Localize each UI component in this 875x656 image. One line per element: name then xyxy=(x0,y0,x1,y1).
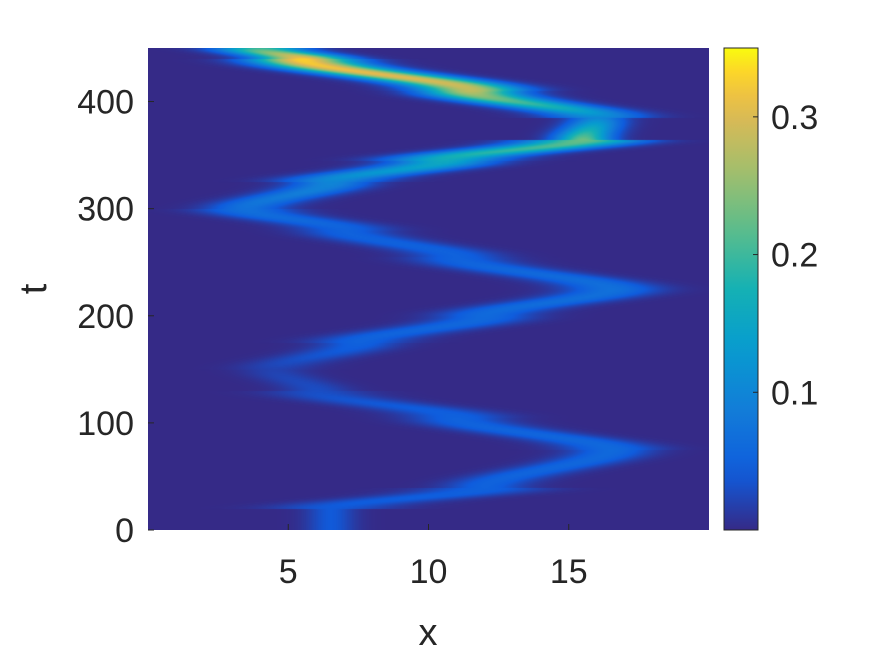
colorbar-tick-label: 0.1 xyxy=(771,374,818,412)
x-tick-label: 10 xyxy=(410,553,448,591)
y-tick-label: 100 xyxy=(77,405,134,443)
y-axis-label: t xyxy=(13,283,55,294)
x-axis-ticks: 5 10 15 xyxy=(279,524,588,591)
colorbar: 0.1 0.2 0.3 xyxy=(723,47,818,531)
plot-area xyxy=(148,48,709,530)
x-tick-label: 5 xyxy=(279,553,298,591)
colorbar-gradient xyxy=(723,47,759,531)
colorbar-tick-label: 0.2 xyxy=(771,237,818,275)
x-axis-label: x xyxy=(419,612,438,654)
y-tick-label: 200 xyxy=(77,298,134,336)
x-tick-label: 15 xyxy=(550,553,588,591)
y-tick-label: 400 xyxy=(77,84,134,122)
colorbar-tick-label: 0.3 xyxy=(771,99,818,137)
y-axis-ticks: 0 100 200 300 400 xyxy=(77,84,154,550)
y-tick-label: 300 xyxy=(77,191,134,229)
y-tick-label: 0 xyxy=(115,512,134,550)
heatmap-image xyxy=(148,48,709,530)
